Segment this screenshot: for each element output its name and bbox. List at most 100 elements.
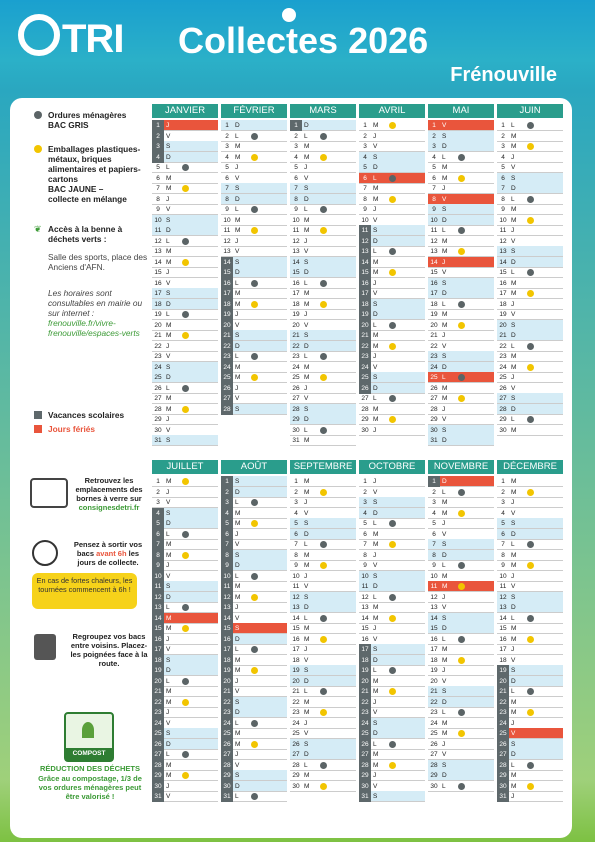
- day-letter: M: [166, 698, 172, 706]
- day-number: 21: [359, 686, 371, 697]
- legend-om: Ordures ménagères BAC GRIS: [34, 110, 148, 130]
- day-letter: D: [166, 593, 171, 601]
- yellow-bin-dot: [458, 321, 465, 329]
- day-number: 16: [361, 635, 369, 643]
- day-letter: V: [235, 614, 240, 622]
- day-letter: L: [373, 520, 377, 527]
- day-number: 19: [499, 311, 507, 318]
- day-number: 14: [430, 614, 438, 622]
- day-number: 29: [152, 770, 164, 781]
- month-header: NOVEMBRE: [428, 460, 494, 474]
- yellow-bin-dot: [251, 667, 258, 674]
- day-letter: M: [304, 143, 310, 150]
- day-number: 13: [152, 602, 164, 613]
- day-row: 31 M: [290, 435, 356, 446]
- day-number: 3: [363, 143, 367, 150]
- day-row: 15 M: [359, 267, 425, 278]
- day-letter: D: [304, 269, 309, 276]
- grey-bin-dot: [182, 530, 189, 538]
- day-number: 20: [152, 675, 164, 687]
- day-number: 8: [501, 551, 505, 559]
- day-number: 23: [497, 707, 509, 718]
- day-number: 5: [501, 164, 505, 171]
- grey-bin-dot: [458, 562, 465, 569]
- day-number: 26: [430, 740, 438, 748]
- day-letter: V: [235, 688, 240, 695]
- day-letter: V: [235, 321, 240, 329]
- day-letter: S: [304, 667, 309, 674]
- grey-bin-dot: [389, 740, 396, 748]
- day-number: 29: [154, 416, 162, 423]
- day-row: 17 J: [290, 644, 356, 655]
- day-row: 16 M: [497, 278, 563, 289]
- day-row: 28 L: [497, 759, 563, 771]
- grey-bin-dot: [251, 279, 258, 287]
- grey-bin-dot: [320, 206, 327, 213]
- day-row: 31 J: [497, 791, 563, 802]
- day-row: 29 S: [221, 770, 287, 781]
- yellow-bin-dot: [458, 174, 465, 182]
- day-letter: S: [373, 153, 378, 161]
- yellow-bin-dot: [458, 730, 465, 737]
- yellow-bin-dot: [458, 656, 465, 664]
- day-number: 15: [499, 269, 507, 276]
- day-row: 12 J: [290, 236, 356, 247]
- day-row: 20 V: [290, 320, 356, 331]
- month-header: AOÛT: [221, 460, 287, 474]
- day-letter: M: [235, 593, 241, 601]
- day-number: 7: [501, 185, 505, 192]
- day-letter: S: [373, 719, 378, 727]
- day-letter: J: [235, 530, 239, 538]
- day-row: 30 D: [221, 780, 287, 792]
- day-row: 13 L: [359, 246, 425, 257]
- day-letter: M: [373, 751, 379, 758]
- day-number: 16: [152, 633, 164, 645]
- day-letter: S: [511, 593, 516, 601]
- day-letter: L: [235, 793, 239, 800]
- day-number: 11: [223, 227, 231, 234]
- day-letter: L: [373, 321, 377, 329]
- day-number: 1: [290, 120, 302, 131]
- day-row: 26 V: [497, 383, 563, 394]
- day-number: 15: [499, 625, 507, 632]
- grey-bin-dot: [527, 122, 534, 129]
- day-letter: J: [442, 332, 446, 339]
- day-row: 30 M: [497, 425, 563, 436]
- grey-bin-dot: [527, 269, 534, 276]
- day-letter: L: [442, 227, 446, 234]
- day-row: 17 M: [497, 288, 563, 299]
- day-letter: M: [166, 761, 172, 769]
- day-number: 10: [430, 572, 438, 580]
- day-number: 8: [294, 195, 298, 203]
- day-letter: D: [442, 625, 447, 632]
- day-letter: L: [442, 562, 446, 569]
- day-letter: V: [373, 635, 378, 643]
- day-letter: M: [373, 258, 379, 266]
- day-number: 21: [430, 688, 438, 695]
- day-number: 14: [292, 258, 300, 266]
- day-row: 23 S: [428, 351, 494, 362]
- day-letter: V: [511, 384, 516, 392]
- day-letter: J: [373, 478, 377, 485]
- day-number: 20: [221, 675, 233, 687]
- day-number: 15: [152, 623, 164, 634]
- day-number: 7: [294, 541, 298, 548]
- day-letter: V: [166, 132, 171, 140]
- day-letter: L: [442, 635, 446, 643]
- day-letter: M: [235, 520, 241, 527]
- day-letter: D: [442, 551, 447, 559]
- legend-url[interactable]: frenouville.fr/vivre-frenouville/espaces…: [48, 318, 140, 338]
- day-row: 12 J: [428, 592, 494, 603]
- day-letter: D: [304, 195, 309, 203]
